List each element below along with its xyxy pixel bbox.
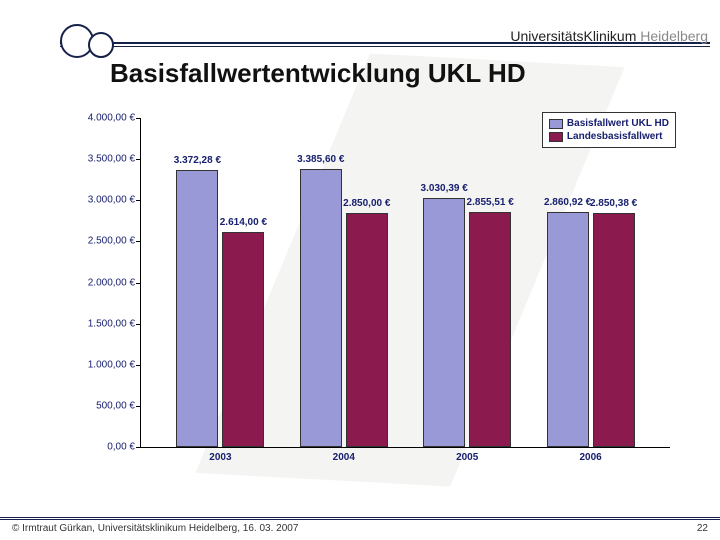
y-tick-label: 2.500,00 €	[88, 236, 135, 247]
y-tick	[136, 241, 141, 242]
brand-part1: UniversitätsKlinikum	[510, 28, 636, 44]
x-tick-label: 2004	[333, 452, 355, 463]
page-title: Basisfallwertentwicklung UKL HD	[110, 58, 526, 89]
y-tick	[136, 447, 141, 448]
legend-swatch-1	[549, 132, 563, 142]
bar-value-label: 2.614,00 €	[173, 217, 313, 228]
bar-0	[300, 169, 342, 447]
bar-0	[176, 170, 218, 447]
footer: © Irmtraut Gürkan, Universitätsklinikum …	[12, 523, 708, 534]
legend-label-1: Landesbasisfallwert	[567, 131, 663, 142]
y-tick-label: 3.000,00 €	[88, 195, 135, 206]
bar-value-label: 2.850,00 €	[297, 198, 437, 209]
bar-value-label: 3.385,60 €	[251, 154, 391, 165]
y-tick	[136, 324, 141, 325]
x-tick-label: 2005	[456, 452, 478, 463]
y-tick	[136, 118, 141, 119]
bar-1	[593, 213, 635, 447]
bar-chart: 0,00 € 500,00 € 1.000,00 € 1.500,00 € 2.000,…	[70, 108, 680, 478]
footer-rule-top	[0, 517, 720, 518]
x-tick-label: 2006	[579, 452, 601, 463]
x-tick-label: 2003	[209, 452, 231, 463]
footer-rule-bottom	[0, 519, 720, 520]
logo-icon	[60, 24, 114, 58]
y-tick	[136, 406, 141, 407]
brand-part2: Heidelberg	[636, 28, 708, 44]
bar-value-label: 3.372,28 €	[127, 155, 267, 166]
legend-item-1: Landesbasisfallwert	[549, 130, 669, 143]
legend-label-0: Basisfallwert UKL HD	[567, 118, 669, 129]
y-tick-label: 0,00 €	[107, 442, 135, 453]
y-tick	[136, 200, 141, 201]
bar-1	[346, 213, 388, 447]
y-tick-label: 2.000,00 €	[88, 277, 135, 288]
bar-0	[423, 198, 465, 447]
bar-value-label: 3.030,39 €	[374, 183, 514, 194]
header-rule-bottom	[60, 46, 710, 47]
y-tick-label: 1.000,00 €	[88, 359, 135, 370]
legend-swatch-0	[549, 119, 563, 129]
y-tick-label: 500,00 €	[96, 400, 135, 411]
y-tick	[136, 365, 141, 366]
legend-item-0: Basisfallwert UKL HD	[549, 117, 669, 130]
bar-value-label: 2.850,38 €	[544, 198, 684, 209]
header: UniversitätsKlinikum Heidelberg	[0, 18, 720, 54]
bar-1	[469, 212, 511, 447]
bar-1	[222, 232, 264, 447]
y-tick-label: 1.500,00 €	[88, 318, 135, 329]
bar-0	[547, 212, 589, 447]
footer-copyright: © Irmtraut Gürkan, Universitätsklinikum …	[12, 523, 298, 534]
y-tick-label: 4.000,00 €	[88, 113, 135, 124]
brand-text: UniversitätsKlinikum Heidelberg	[510, 28, 708, 44]
legend: Basisfallwert UKL HD Landesbasisfallwert	[542, 112, 676, 148]
y-tick	[136, 283, 141, 284]
footer-page-number: 22	[697, 523, 708, 534]
